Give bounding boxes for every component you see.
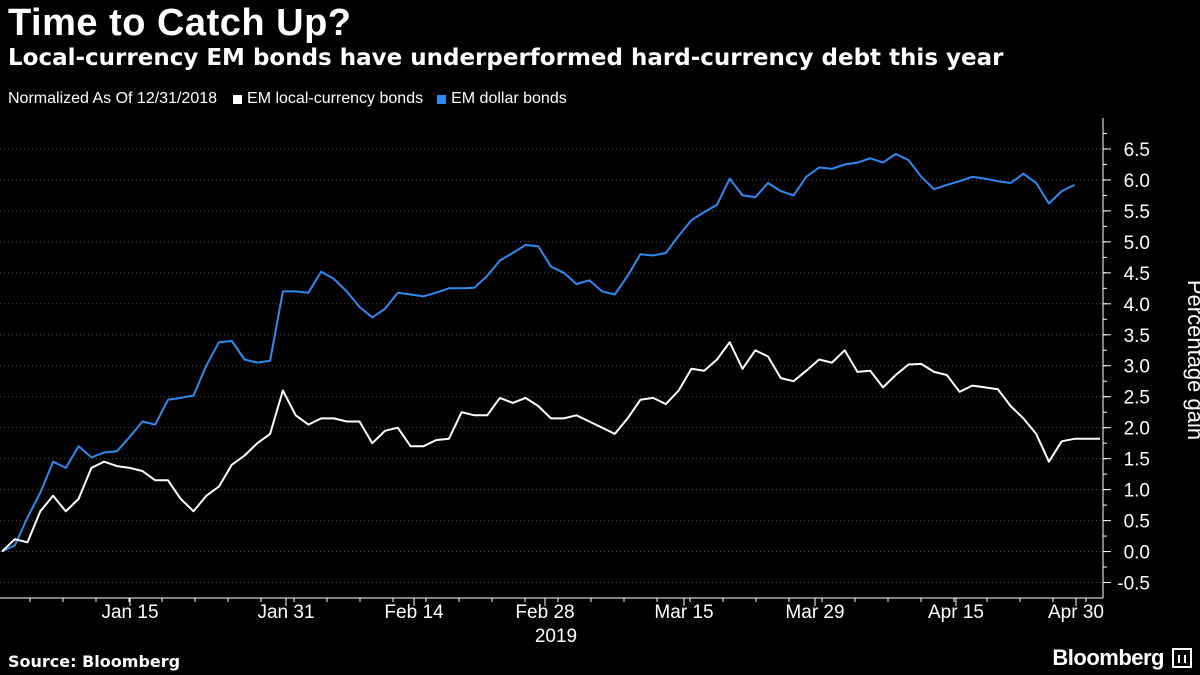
x-tick-label: Feb 14 — [384, 602, 444, 623]
series-line-local — [1, 341, 1100, 553]
legend-swatch-local — [233, 94, 243, 104]
axes — [0, 118, 1111, 606]
x-year-label: 2019 — [535, 626, 577, 647]
y-tick-label: 0.0 — [1124, 543, 1150, 564]
y-tick-label: 2.0 — [1124, 419, 1150, 440]
source-note: Source: Bloomberg — [8, 652, 181, 671]
y-tick-label: 6.0 — [1124, 171, 1150, 192]
y-tick-label: 5.0 — [1124, 233, 1150, 254]
y-tick-label: 1.0 — [1124, 481, 1150, 502]
series-lines — [1, 152, 1100, 553]
series-line-dollar — [1, 152, 1075, 553]
x-tick-label: Apr 15 — [928, 602, 984, 623]
x-tick-label: Mar 29 — [785, 602, 844, 623]
y-axis-label: Percentage gain — [1183, 280, 1200, 440]
x-tick-label: Mar 15 — [654, 602, 713, 623]
legend: Normalized As Of 12/31/2018 EM local-cur… — [8, 90, 581, 108]
legend-swatch-dollar — [437, 94, 447, 104]
legend-item-dollar: EM dollar bonds — [437, 90, 567, 108]
y-tick-label: 0.5 — [1124, 512, 1150, 533]
bloomberg-logo: Bloomberg — [1052, 645, 1164, 670]
y-tick-label: 4.0 — [1124, 295, 1150, 316]
y-tick-label: 6.5 — [1124, 140, 1150, 161]
x-tick-label: Feb 28 — [515, 602, 574, 623]
gridlines — [0, 148, 1103, 584]
y-tick-label: 2.5 — [1124, 388, 1150, 409]
y-tick-label: 1.5 — [1124, 450, 1150, 471]
y-tick-label: 3.5 — [1124, 326, 1150, 347]
x-tick-label: Jan 31 — [257, 602, 314, 623]
y-tick-label: 5.5 — [1124, 202, 1150, 223]
y-tick-label: -0.5 — [1117, 574, 1150, 595]
y-tick-label: 3.0 — [1124, 357, 1150, 378]
x-tick-label: Jan 15 — [101, 602, 158, 623]
legend-item-local: EM local-currency bonds — [233, 90, 423, 108]
bloomberg-chart-icon — [1172, 648, 1192, 668]
x-tick-label: Apr 30 — [1048, 602, 1104, 623]
x-tick-labels: Jan 15 Jan 31 Feb 14 Feb 28 Mar 15 Mar 29 Apr … — [101, 602, 1104, 623]
chart-title: Time to Catch Up? — [8, 2, 352, 44]
legend-label-local: EM local-currency bonds — [247, 90, 424, 107]
y-tick-labels: -0.5 0.0 0.5 1.0 1.5 2.0 2.5 3.0 3.5 4.0 4.5 5.0 5.5… — [1117, 140, 1150, 595]
y-tick-label: 4.5 — [1124, 264, 1150, 285]
legend-label-dollar: EM dollar bonds — [451, 90, 567, 107]
normalization-note: Normalized As Of 12/31/2018 — [8, 90, 218, 107]
chart-subtitle: Local-currency EM bonds have underperfor… — [8, 45, 1004, 71]
